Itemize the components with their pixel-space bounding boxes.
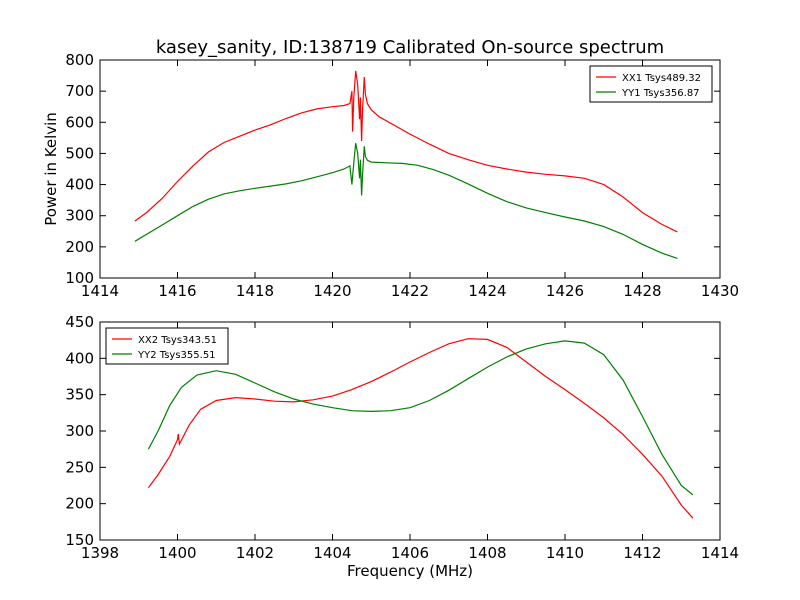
x-tick-label: 1410	[546, 544, 584, 562]
series-line-1-2	[134, 143, 678, 259]
chart-title: kasey_sanity, ID:138719 Calibrated On-so…	[156, 37, 664, 58]
x-tick-label: 1414	[701, 544, 739, 562]
x-tick-label: 1414	[81, 282, 119, 300]
x-tick-label: 1426	[546, 282, 584, 300]
y-tick-label: 600	[65, 113, 94, 131]
y-tick-label: 200	[65, 238, 94, 256]
y-tick-label: 350	[65, 386, 94, 404]
x-tick-label: 1424	[468, 282, 506, 300]
y-tick-label: 400	[65, 176, 94, 194]
y-axis-label: Power in Kelvin	[42, 112, 60, 226]
x-tick-label: 1428	[623, 282, 661, 300]
x-tick-label: 1422	[391, 282, 429, 300]
series-line-1-1	[134, 70, 678, 233]
legend-entry: XX1 Tsys489.32	[622, 73, 701, 84]
y-tick-label: 700	[65, 82, 94, 100]
series-line-2-1	[147, 338, 694, 519]
top-plot: 1414 1416 1418 1420 1422 1424 1426 1428 1430 100 2…	[42, 51, 739, 300]
x-axis-label: Frequency (MHz)	[347, 562, 473, 580]
legend: XX1 Tsys489.32 YY1 Tsys356.87	[589, 65, 713, 103]
x-tick-label: 1406	[391, 544, 429, 562]
y-tick-label: 450	[65, 313, 94, 331]
x-tick-label: 1412	[623, 544, 661, 562]
legend: XX2 Tsys343.51 YY2 Tsys355.51	[105, 327, 229, 365]
x-tick-label: 1430	[701, 282, 739, 300]
legend-box	[105, 327, 229, 365]
y-tick-label: 250	[65, 458, 94, 476]
x-tick-label: 1420	[313, 282, 351, 300]
legend-box	[589, 65, 713, 103]
x-tick-label: 1398	[81, 544, 119, 562]
y-tick-label: 300	[65, 422, 94, 440]
y-tick-label: 400	[65, 349, 94, 367]
y-tick-label: 100	[65, 269, 94, 287]
y-tick-label: 200	[65, 495, 94, 513]
x-tick-label: 1416	[158, 282, 196, 300]
legend-entry: YY1 Tsys356.87	[621, 88, 700, 99]
legend-entry: YY2 Tsys355.51	[137, 350, 216, 361]
x-tick-label: 1404	[313, 544, 351, 562]
series-line-2-2	[147, 340, 694, 496]
x-tick-label: 1408	[468, 544, 506, 562]
y-tick-label: 800	[65, 51, 94, 69]
x-tick-label: 1400	[158, 544, 196, 562]
y-tick-label: 300	[65, 207, 94, 225]
y-tick-label: 150	[65, 531, 94, 549]
x-tick-label: 1418	[236, 282, 274, 300]
bottom-plot: 1398 1400 1402 1404 1406 1408 1410 1412 1414 150 2…	[65, 313, 739, 580]
y-tick-label: 500	[65, 144, 94, 162]
legend-entry: XX2 Tsys343.51	[138, 335, 217, 346]
x-tick-label: 1402	[236, 544, 274, 562]
